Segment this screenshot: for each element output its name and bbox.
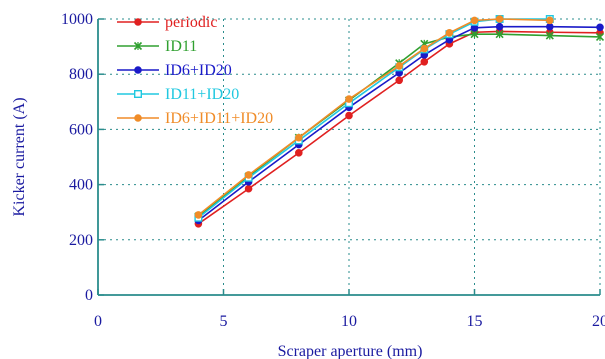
data-point <box>595 32 605 42</box>
data-point <box>194 211 203 219</box>
legend-entry: ID6+ID20 <box>117 62 232 79</box>
x-tick-label: 10 <box>341 313 357 330</box>
data-point <box>395 62 404 70</box>
x-axis-label: Scraper aperture (mm) <box>278 343 423 359</box>
y-tick-label: 200 <box>69 232 93 249</box>
axes <box>97 18 601 296</box>
legend-marker <box>133 89 142 98</box>
data-point <box>345 95 353 103</box>
grid-lines <box>98 18 601 295</box>
legend-marker <box>133 41 143 51</box>
data-point <box>545 31 554 40</box>
data-point <box>244 171 253 179</box>
y-tick-label: 400 <box>69 177 93 194</box>
x-tick-label: 5 <box>220 313 228 330</box>
data-point <box>546 22 554 31</box>
legend-label: ID11+ID20 <box>165 86 239 103</box>
data-point <box>345 111 353 120</box>
data-point <box>495 22 504 31</box>
legend-marker <box>134 66 142 74</box>
data-point <box>295 149 303 157</box>
legend-label: ID11 <box>165 38 197 55</box>
series-line <box>197 18 550 216</box>
legend-entry: ID6+ID11+ID20 <box>117 110 273 127</box>
y-tick-label: 1000 <box>61 11 93 28</box>
x-tick-label: 0 <box>94 313 102 330</box>
y-tick-label: 0 <box>85 287 93 304</box>
data-point <box>244 184 253 193</box>
legend-marker <box>134 18 142 26</box>
y-tick-label: 600 <box>69 121 93 138</box>
data-point <box>395 76 404 85</box>
data-point <box>420 44 429 53</box>
data-point <box>445 29 454 37</box>
data-point <box>420 57 429 66</box>
y-tick-label: 800 <box>69 66 93 83</box>
series-id6-id11-id20 <box>194 15 554 219</box>
data-point <box>546 16 554 25</box>
legend-entry: ID11+ID20 <box>117 86 239 103</box>
legend-entry: ID11 <box>117 38 197 55</box>
data-point <box>596 23 604 32</box>
data-point <box>295 133 303 142</box>
legend-label: periodic <box>165 14 217 31</box>
legend: periodic ID11 ID6+ID20 ID11+ID20 ID6+ID11+ID… <box>117 14 273 127</box>
legend-entry: periodic <box>117 14 217 31</box>
data-point <box>495 15 504 23</box>
data-point <box>495 30 504 39</box>
legend-label: ID6+ID11+ID20 <box>165 110 273 127</box>
y-axis-label: Kicker current (A) <box>11 97 28 216</box>
tick-labels: 0 200 400 600 800 1000 0 5 10 15 20 <box>61 11 605 330</box>
legend-marker <box>134 114 142 122</box>
data-point <box>470 16 479 25</box>
legend-label: ID6+ID20 <box>165 62 232 79</box>
data-series <box>194 14 605 228</box>
x-tick-label: 15 <box>467 313 483 330</box>
x-tick-label: 20 <box>592 313 605 330</box>
series-periodic <box>194 27 604 228</box>
